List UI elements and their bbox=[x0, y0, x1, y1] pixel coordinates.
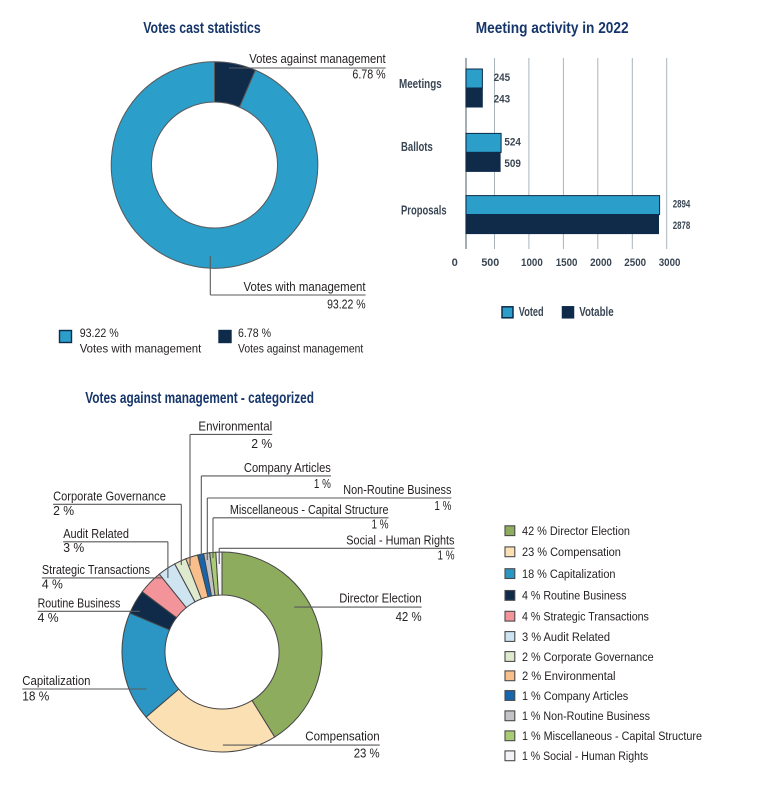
svg-text:Votable: Votable bbox=[579, 305, 614, 319]
svg-text:2500: 2500 bbox=[624, 257, 646, 269]
svg-text:4 %: 4 % bbox=[38, 610, 59, 625]
svg-text:1 %: 1 % bbox=[314, 476, 331, 491]
svg-text:Routine Business: Routine Business bbox=[38, 595, 121, 610]
svg-text:3 %: 3 % bbox=[63, 540, 84, 555]
svg-text:1 %: 1 % bbox=[372, 517, 389, 532]
svg-text:6.78 %: 6.78 % bbox=[238, 326, 271, 340]
svg-text:0: 0 bbox=[452, 257, 458, 269]
svg-text:1500: 1500 bbox=[556, 257, 578, 269]
svg-text:4 % Strategic Transactions: 4 % Strategic Transactions bbox=[522, 610, 649, 624]
svg-text:2 % Corporate Governance: 2 % Corporate Governance bbox=[522, 650, 654, 664]
svg-text:1 %: 1 % bbox=[438, 548, 455, 563]
svg-text:Director Election: Director Election bbox=[339, 591, 421, 606]
svg-text:23 %: 23 % bbox=[354, 746, 380, 761]
svg-text:245: 245 bbox=[494, 72, 511, 84]
svg-text:Votes against management: Votes against management bbox=[238, 342, 364, 356]
svg-text:4 %: 4 % bbox=[42, 577, 63, 592]
svg-text:Audit Related: Audit Related bbox=[63, 526, 129, 541]
svg-text:Capitalization: Capitalization bbox=[22, 673, 90, 688]
svg-text:509: 509 bbox=[504, 158, 521, 170]
svg-text:3000: 3000 bbox=[659, 257, 681, 269]
svg-text:Compensation: Compensation bbox=[305, 729, 379, 744]
svg-text:93.22 %: 93.22 % bbox=[80, 326, 119, 340]
svg-text:42 %: 42 % bbox=[396, 609, 422, 624]
svg-text:500: 500 bbox=[481, 257, 499, 269]
svg-text:524: 524 bbox=[504, 136, 521, 148]
svg-text:2 %: 2 % bbox=[53, 503, 74, 518]
svg-text:243: 243 bbox=[494, 94, 511, 106]
svg-text:1 % Miscellaneous - Capital St: 1 % Miscellaneous - Capital Structure bbox=[522, 729, 702, 743]
svg-text:Votes against management - cat: Votes against management - categorized bbox=[85, 390, 314, 407]
svg-text:Environmental: Environmental bbox=[198, 419, 272, 434]
svg-text:Company Articles: Company Articles bbox=[244, 460, 331, 475]
svg-text:Voted: Voted bbox=[519, 305, 544, 319]
svg-text:2878: 2878 bbox=[673, 220, 691, 232]
svg-text:6.78 %: 6.78 % bbox=[352, 67, 386, 82]
svg-text:Votes against management: Votes against management bbox=[249, 51, 386, 66]
svg-text:4 % Routine Business: 4 % Routine Business bbox=[522, 589, 626, 603]
svg-text:Meeting activity in 2022: Meeting activity in 2022 bbox=[476, 20, 629, 37]
svg-text:1 % Company Articles: 1 % Company Articles bbox=[522, 689, 628, 703]
svg-text:23 % Compensation: 23 % Compensation bbox=[522, 545, 621, 559]
svg-text:Votes cast statistics: Votes cast statistics bbox=[143, 20, 261, 37]
svg-text:Non-Routine Business: Non-Routine Business bbox=[343, 482, 452, 497]
svg-text:Meetings: Meetings bbox=[399, 77, 442, 91]
svg-text:1 %: 1 % bbox=[434, 498, 451, 513]
svg-text:3 % Audit Related: 3 % Audit Related bbox=[522, 630, 610, 644]
svg-text:Social - Human Rights: Social - Human Rights bbox=[346, 532, 455, 547]
svg-text:2894: 2894 bbox=[673, 199, 691, 211]
svg-text:18 % Capitalization: 18 % Capitalization bbox=[522, 567, 616, 581]
svg-text:Corporate Governance: Corporate Governance bbox=[53, 488, 166, 503]
svg-text:1 % Non-Routine Business: 1 % Non-Routine Business bbox=[522, 709, 650, 723]
svg-text:Proposals: Proposals bbox=[401, 204, 447, 218]
svg-text:2 %: 2 % bbox=[251, 436, 272, 451]
svg-text:18 %: 18 % bbox=[22, 689, 49, 704]
svg-text:1 % Social - Human Rights: 1 % Social - Human Rights bbox=[522, 749, 648, 763]
svg-text:93.22 %: 93.22 % bbox=[327, 297, 366, 312]
svg-text:Ballots: Ballots bbox=[401, 140, 433, 154]
svg-text:42 % Director Election: 42 % Director Election bbox=[522, 524, 630, 538]
svg-text:Votes with management: Votes with management bbox=[244, 279, 366, 294]
svg-text:Votes with management: Votes with management bbox=[80, 342, 202, 356]
svg-text:2000: 2000 bbox=[590, 257, 612, 269]
svg-text:Strategic Transactions: Strategic Transactions bbox=[42, 562, 151, 577]
svg-text:1000: 1000 bbox=[521, 257, 543, 269]
svg-text:2 % Environmental: 2 % Environmental bbox=[522, 669, 616, 683]
svg-text:Miscellaneous - Capital Struct: Miscellaneous - Capital Structure bbox=[230, 502, 389, 517]
